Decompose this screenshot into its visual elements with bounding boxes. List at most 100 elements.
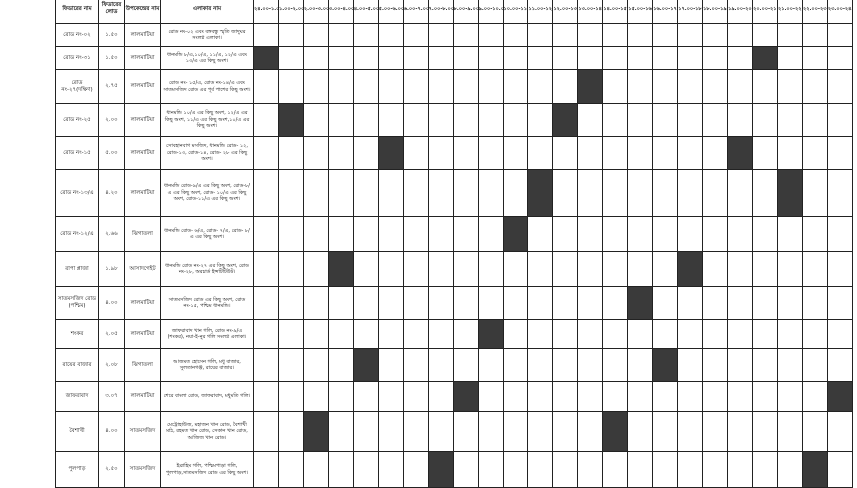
slot-cell	[577, 348, 604, 382]
slot-cell	[801, 23, 828, 47]
slot-cell	[652, 251, 679, 287]
slot-cell	[352, 411, 379, 452]
slot-cell	[527, 451, 554, 488]
slot-cell	[402, 381, 429, 412]
feeder-load: ২.৫০	[98, 451, 125, 488]
header-time-slot: ৪.০০-৫.০০	[352, 0, 379, 24]
slot-cell	[652, 286, 679, 320]
slot-cell	[477, 136, 504, 170]
slot-cell	[727, 251, 754, 287]
feeder-load: ২.০৫	[98, 319, 125, 349]
slot-cell	[602, 381, 629, 412]
slot-cell	[801, 251, 828, 287]
slot-cell	[677, 46, 704, 70]
slot-cell	[652, 69, 679, 104]
slot-cell	[327, 411, 354, 452]
slot-cell	[777, 251, 803, 287]
slot-cell	[652, 411, 679, 452]
slot-cell	[577, 136, 604, 170]
slot-cell	[677, 348, 704, 382]
slot-cell	[627, 348, 654, 382]
header-time-slot: ১৩.০০-১৪.০০	[577, 0, 604, 24]
slot-cell	[527, 69, 554, 104]
slot-cell	[627, 136, 654, 170]
slot-cell	[477, 381, 504, 412]
slot-cell	[402, 251, 429, 287]
slot-cell	[527, 348, 554, 382]
feeder-name: রোড নং-৩১	[55, 46, 99, 70]
slot-cell	[253, 136, 279, 170]
slot-cell	[402, 286, 429, 320]
slot-cell	[302, 319, 329, 349]
feeder-load: ৫.০০	[98, 136, 125, 170]
slot-cell	[527, 103, 554, 137]
slot-cell	[702, 136, 729, 170]
slot-cell	[302, 251, 329, 287]
substation-name: লালমাটিয়া	[124, 103, 161, 137]
slot-cell	[277, 319, 304, 349]
slot-cell	[477, 103, 504, 137]
slot-cell	[727, 103, 754, 137]
slot-cell	[452, 103, 479, 137]
slot-cell	[452, 286, 479, 320]
feeder-name: রাপা প্লাজা	[55, 251, 99, 287]
header-time-slot: ১৮.০০-১৯.০০	[702, 0, 729, 24]
header-time-slot: ১৪.০০-১৫.০০	[602, 0, 629, 24]
slot-cell	[727, 411, 754, 452]
slot-cell	[826, 23, 854, 47]
slot-cell	[826, 103, 854, 137]
slot-cell	[577, 411, 604, 452]
header-time-slot: ৬.০০-৭.০০	[402, 0, 429, 24]
substation-name: লালমাটিয়া	[124, 319, 161, 349]
shedding-slot-cell	[777, 169, 803, 217]
slot-cell	[677, 136, 704, 170]
feeder-load: ২.০০	[98, 103, 125, 137]
slot-cell	[627, 103, 654, 137]
slot-cell	[302, 286, 329, 320]
shedding-slot-cell	[277, 103, 304, 137]
slot-cell	[327, 136, 354, 170]
shedding-slot-cell	[826, 381, 854, 412]
slot-cell	[602, 23, 629, 47]
slot-cell	[777, 69, 803, 104]
area-name: ধানমন্ডি রোড নং-২৭ এর কিছু অংশ, রোড নং-২…	[160, 251, 254, 287]
slot-cell	[552, 136, 579, 170]
slot-cell	[377, 381, 404, 412]
slot-cell	[602, 251, 629, 287]
header-time-slot: ২.০০-৩.০০	[302, 0, 329, 24]
slot-cell	[652, 216, 679, 252]
slot-cell	[253, 103, 279, 137]
slot-cell	[452, 319, 479, 349]
slot-cell	[477, 411, 504, 452]
feeder-row: রোড নং-১৫ ৫.০০ লালমাটিয়া সোবহানবাগ মসজিদ, …	[55, 136, 854, 170]
slot-cell	[801, 136, 828, 170]
feeder-load: ৪.০০	[98, 286, 125, 320]
slot-cell	[327, 46, 354, 70]
slot-cell	[702, 381, 729, 412]
header-time-slot: ৫.০০-৬.০০	[377, 0, 404, 24]
slot-cell	[627, 69, 654, 104]
area-name: ইব্রাহিম গলি, পশ্চিমপাড়া গলি, পুলপাড়,স…	[160, 451, 254, 488]
slot-cell	[427, 23, 454, 47]
slot-cell	[452, 169, 479, 217]
slot-cell	[777, 103, 803, 137]
slot-cell	[552, 286, 579, 320]
slot-cell	[302, 46, 329, 70]
slot-cell	[352, 169, 379, 217]
slot-cell	[627, 411, 654, 452]
slot-cell	[826, 169, 854, 217]
slot-cell	[577, 46, 604, 70]
slot-cell	[677, 216, 704, 252]
slot-cell	[302, 23, 329, 47]
shedding-slot-cell	[652, 348, 679, 382]
feeder-load: ১.৯৮	[98, 251, 125, 287]
substation-name: লালমাটিয়া	[124, 286, 161, 320]
area-name: সাতমসজিদ রোড এর কিছু অংশ, রোড নং-১৫, পশ্…	[160, 286, 254, 320]
substation-name: লালমাটিয়া	[124, 136, 161, 170]
slot-cell	[327, 103, 354, 137]
slot-cell	[402, 46, 429, 70]
slot-cell	[777, 411, 803, 452]
slot-cell	[801, 381, 828, 412]
feeder-row: রোড নং-২৫ ২.০০ লালমাটিয়া ধানমন্ডি ১০/এ এর …	[55, 103, 854, 137]
feeder-row: রোড নং-০২ ১.৫০ লালমাটিয়া রোড নং-০২ এবং বঙ্…	[55, 23, 854, 47]
